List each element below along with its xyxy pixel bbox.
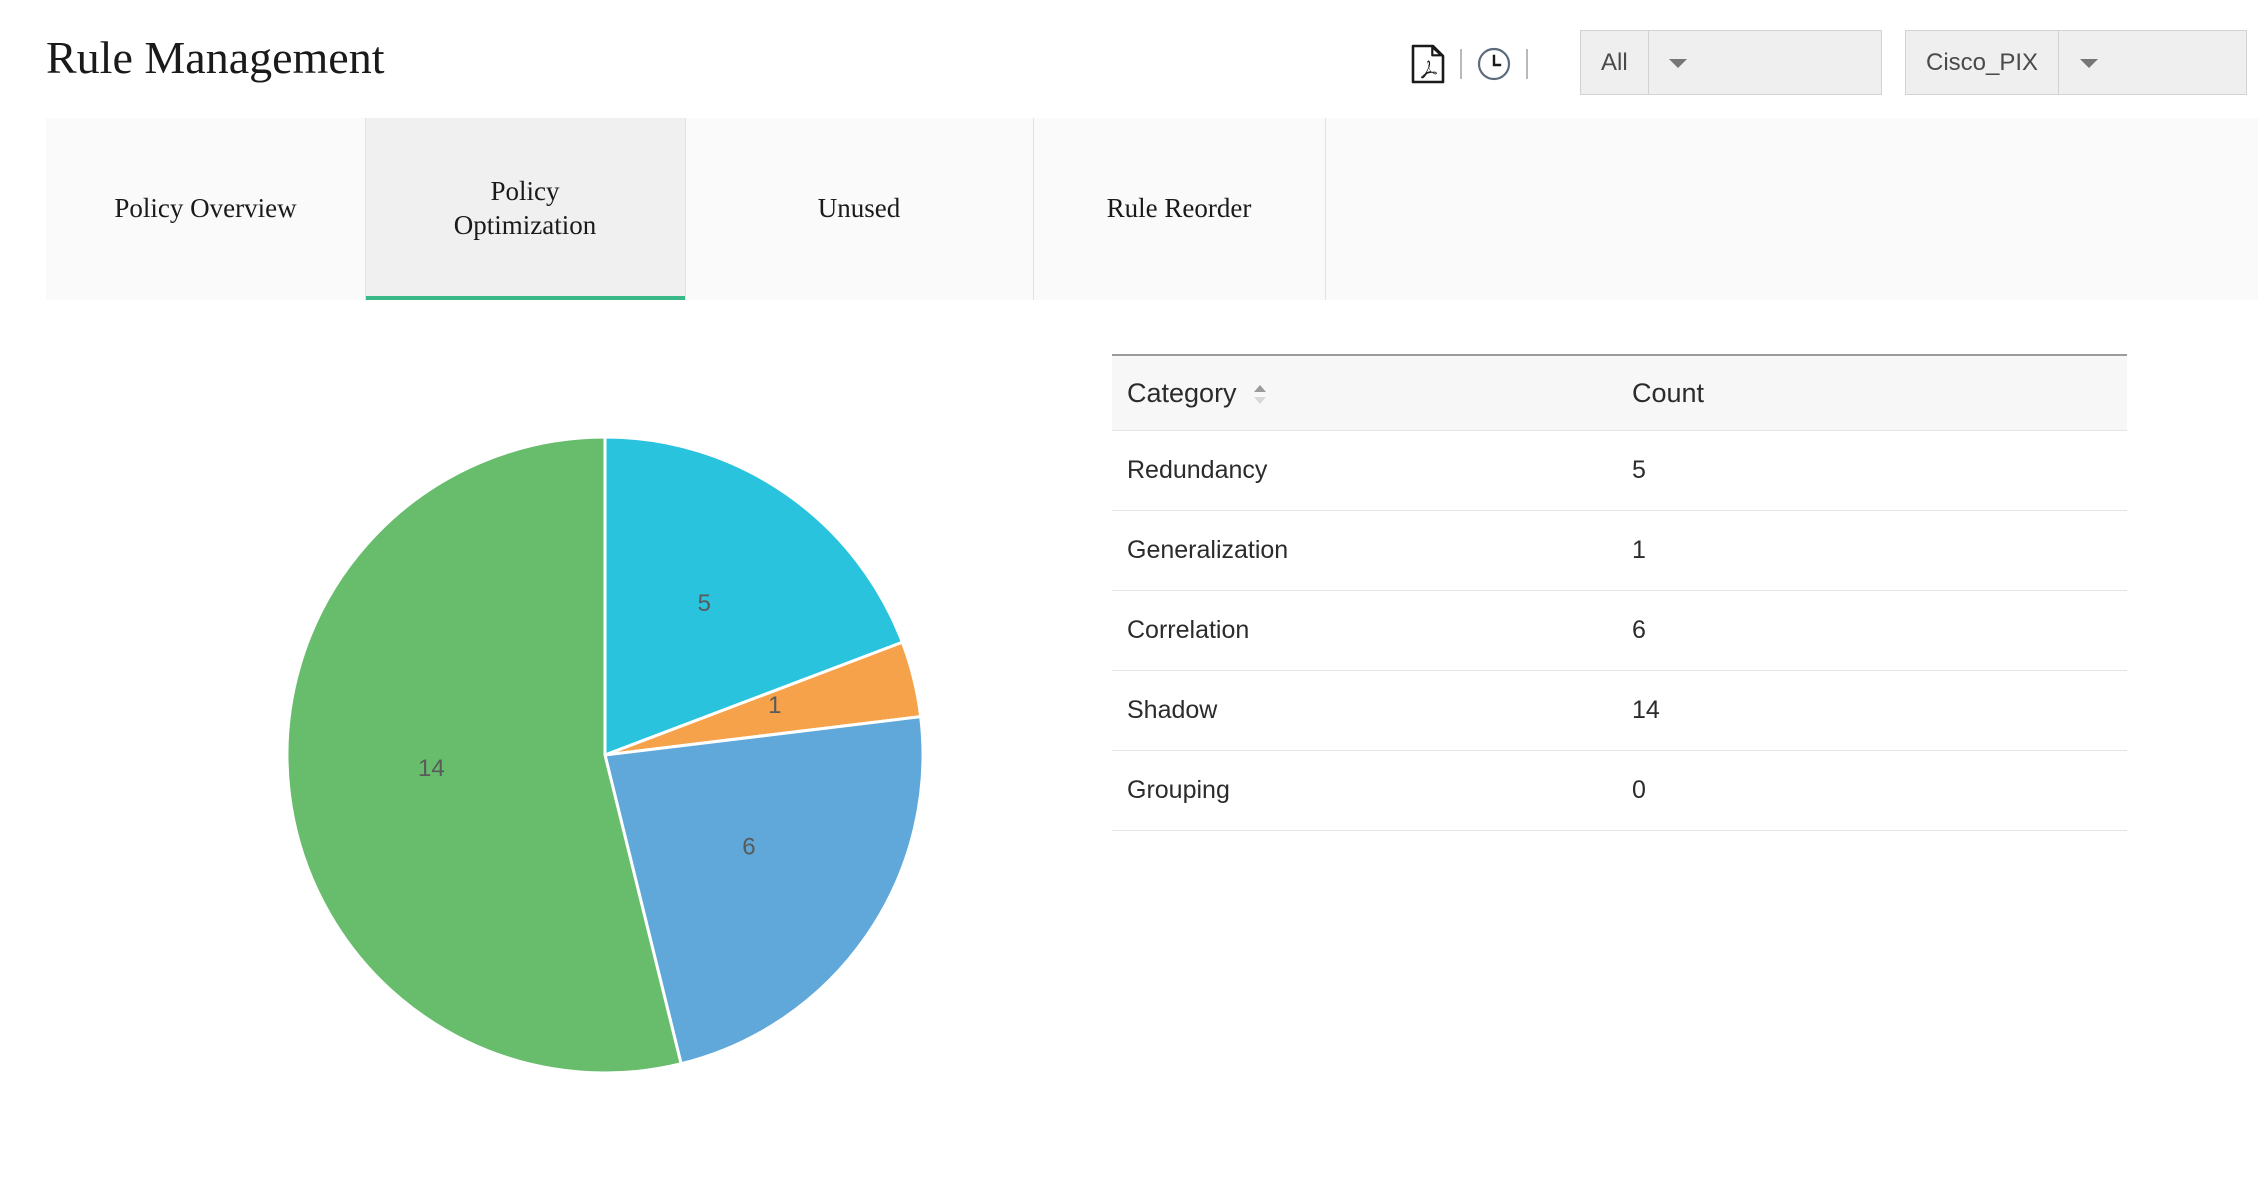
svg-text:6: 6	[742, 833, 755, 860]
svg-text:1: 1	[768, 692, 781, 719]
svg-text:5: 5	[698, 590, 711, 617]
svg-text:14: 14	[418, 755, 445, 782]
